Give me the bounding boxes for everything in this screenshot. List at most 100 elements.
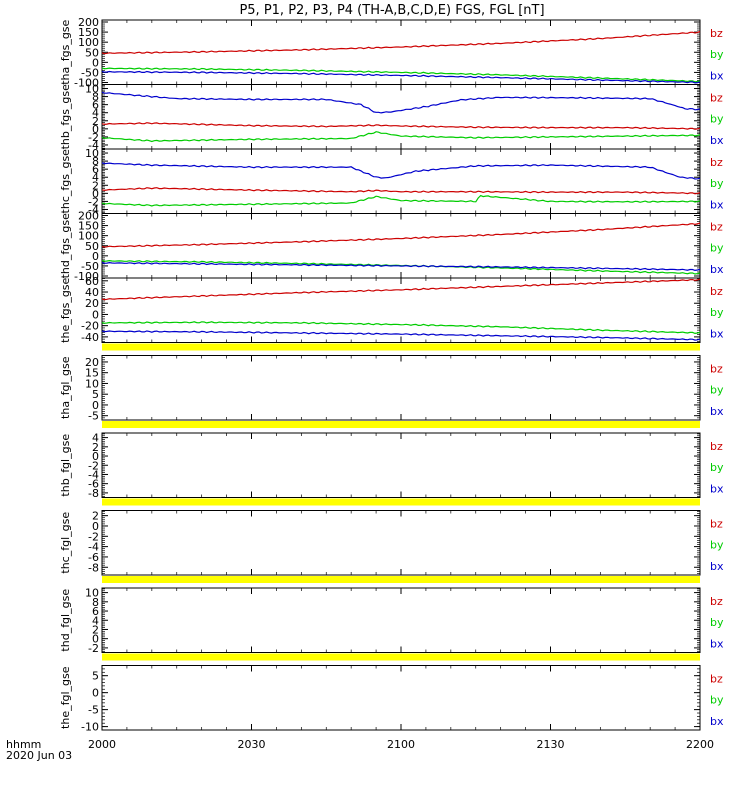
- y-tick-label: 4: [92, 171, 99, 184]
- legend-bx: bx: [710, 405, 724, 418]
- y-axis-label: thd_fgs_gse: [59, 213, 72, 279]
- panel-thb_fgl_gse: 420-2-4-6-8 thb_fgl_gse bz by bx: [59, 432, 724, 506]
- x-tick-label: 2000: [88, 738, 116, 751]
- legend-by: by: [710, 461, 724, 474]
- y-tick-label: 50: [85, 240, 99, 253]
- panel-frame: [101, 148, 701, 214]
- legend-by: by: [710, 616, 724, 629]
- y-tick-label: -5: [88, 410, 99, 423]
- y-tick-label: 2: [92, 510, 99, 523]
- y-tick-label: -20: [81, 320, 99, 333]
- y-tick-label: 100: [78, 230, 99, 243]
- series-line-by: [101, 259, 701, 275]
- y-tick-label: -2: [88, 642, 99, 655]
- y-axis-label: tha_fgs_gse: [59, 19, 72, 84]
- panel-frame: [101, 277, 701, 343]
- legend-by: by: [710, 177, 724, 190]
- y-tick-label: 10: [85, 83, 99, 96]
- y-tick-label: 15: [85, 367, 99, 380]
- y-tick-label: -10: [81, 721, 99, 734]
- y-tick-label: -100: [74, 270, 99, 283]
- legend-bx: bx: [710, 134, 724, 147]
- legend-by: by: [710, 694, 724, 707]
- y-tick-label: 6: [92, 99, 99, 112]
- x-tick-label: 2030: [238, 738, 266, 751]
- legend-bz: bz: [710, 672, 723, 685]
- y-tick-label: 5: [92, 388, 99, 401]
- y-tick-label: 0: [92, 308, 99, 321]
- y-axis-label: thc_fgs_gse: [59, 149, 72, 214]
- series-line-bx: [101, 91, 701, 114]
- y-tick-label: -100: [74, 76, 99, 89]
- y-axis-label: thb_fgl_gse: [59, 434, 72, 497]
- series-line-by: [101, 67, 701, 83]
- panel-frame: [101, 510, 701, 576]
- y-tick-label: 5: [92, 670, 99, 683]
- legend-bx: bx: [710, 560, 724, 573]
- y-tick-label: 2: [92, 441, 99, 454]
- y-tick-label: -50: [81, 260, 99, 273]
- data-flag-bar: [102, 498, 700, 506]
- legend-bx: bx: [710, 69, 724, 82]
- y-axis-label: thb_fgs_gse: [59, 84, 72, 150]
- y-tick-label: 20: [85, 297, 99, 310]
- x-tick-label: 2200: [686, 738, 714, 751]
- legend-by: by: [710, 384, 724, 397]
- series-line-bz: [101, 122, 701, 130]
- x-tick-label: 2130: [537, 738, 565, 751]
- y-tick-label: 200: [78, 16, 99, 29]
- y-tick-label: 2: [92, 623, 99, 636]
- y-tick-label: 150: [78, 26, 99, 39]
- data-flag-bar: [102, 421, 700, 428]
- data-flag-bar: [102, 653, 700, 661]
- x-tick-label: 2100: [387, 738, 415, 751]
- date-label: 2020 Jun 03: [6, 749, 72, 762]
- x-axis: 2000 2030 2100 2130 2200: [88, 738, 714, 751]
- y-tick-label: 10: [85, 377, 99, 390]
- y-tick-label: 0: [92, 123, 99, 136]
- legend-bx: bx: [710, 327, 724, 340]
- y-tick-label: 20: [85, 356, 99, 369]
- panel-frame: [101, 665, 701, 731]
- series-line-bz: [101, 30, 701, 55]
- legend-by: by: [710, 539, 724, 552]
- y-tick-label: -6: [88, 478, 99, 491]
- y-axis-label: thc_fgl_gse: [59, 512, 72, 574]
- time-format-label: hhmm: [6, 738, 41, 751]
- y-tick-label: 4: [92, 432, 99, 445]
- y-tick-label: 50: [85, 46, 99, 59]
- y-tick-label: 0: [92, 687, 99, 700]
- y-tick-label: 40: [85, 286, 99, 299]
- data-flag-bar: [102, 343, 700, 351]
- y-tick-label: 10: [85, 147, 99, 160]
- y-tick-label: -40: [81, 331, 99, 344]
- series-line-bz: [101, 187, 701, 195]
- y-tick-label: -5: [88, 704, 99, 717]
- y-tick-label: 0: [92, 633, 99, 646]
- panel-the_fgl_gse: 5 0 -5 -10 the_fgl_gse bz by bx: [59, 665, 724, 734]
- panel-thc_fgl_gse: 20-2-4-6-8 thc_fgl_gse bz by bx: [59, 510, 724, 583]
- y-tick-label: -4: [88, 468, 99, 481]
- y-tick-label: 10: [85, 587, 99, 600]
- series-line-bx: [101, 330, 701, 341]
- y-tick-label: 8: [92, 155, 99, 168]
- legend-bz: bz: [710, 220, 723, 233]
- y-tick-label: -4: [88, 541, 99, 554]
- series-line-bz: [101, 278, 701, 301]
- chart-title: P5, P1, P2, P3, P4 (TH-A,B,C,D,E) FGS, F…: [239, 3, 544, 18]
- y-tick-label: 150: [78, 220, 99, 233]
- series-line-by: [101, 131, 701, 143]
- y-tick-label: -2: [88, 530, 99, 543]
- legend-by: by: [710, 113, 724, 126]
- y-axis-label: tha_fgl_gse: [59, 356, 72, 419]
- legend-bz: bz: [710, 285, 723, 298]
- panel-frame: [101, 432, 701, 498]
